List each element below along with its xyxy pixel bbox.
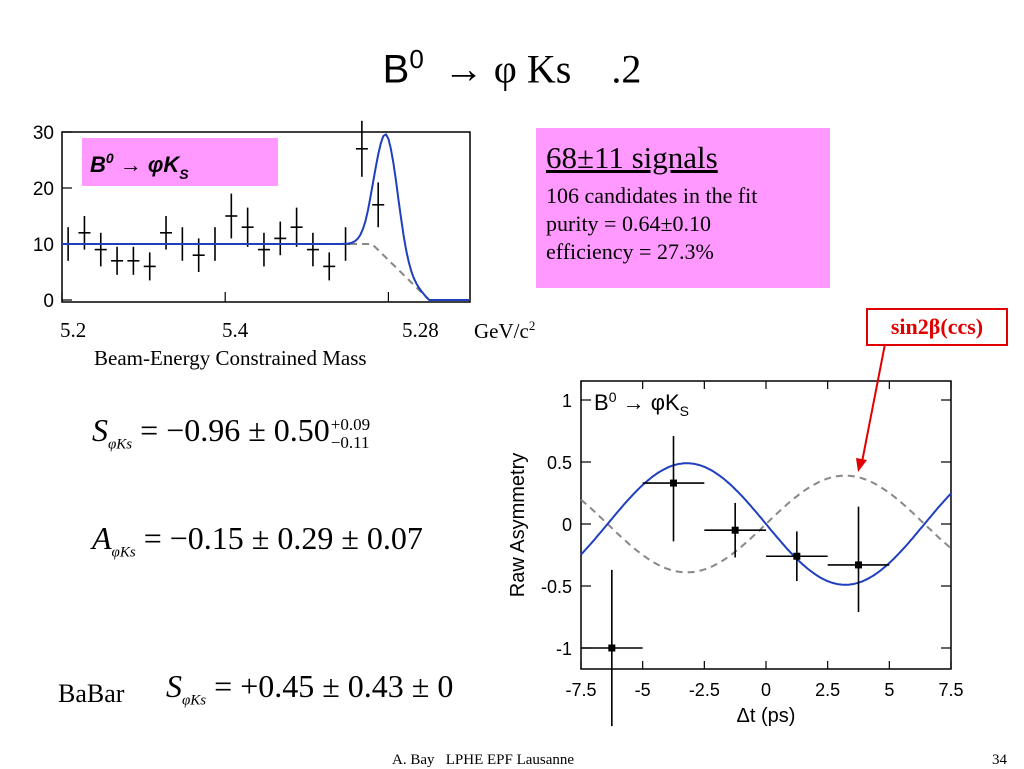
- a-value: = −0.15 ± 0.29 ± 0.07: [135, 520, 423, 556]
- a-formula: AφKs = −0.15 ± 0.29 ± 0.07: [92, 520, 423, 561]
- mass-y-tick-label: 10: [33, 235, 54, 256]
- mass-data-point: [372, 182, 385, 228]
- asym-y-tick-label: -0.5: [541, 577, 572, 597]
- title-arrow: →: [443, 46, 484, 92]
- purity-text: purity = 0.64±0.10: [546, 211, 712, 236]
- efficiency-text: efficiency = 27.3%: [546, 239, 714, 264]
- title-sup: 0: [409, 44, 424, 74]
- title-decay: φ Ks: [493, 46, 572, 92]
- mass-data-point: [127, 246, 140, 275]
- asym-x-tick-label: 5: [884, 680, 894, 700]
- mass-axis-title: Beam-Energy Constrained Mass: [94, 346, 367, 370]
- asym-y-tick-label: 1: [562, 391, 572, 411]
- mass-x-tick-3: 5.28: [402, 318, 439, 342]
- mass-y-tick-label: 30: [33, 123, 54, 144]
- mass-data-point: [111, 246, 124, 275]
- mass-x-tick-1: 5.2: [60, 318, 87, 342]
- a-symbol: A: [92, 520, 112, 556]
- babar-label: BaBar: [58, 679, 125, 708]
- s-err-up: +0.09: [330, 414, 371, 434]
- label-b: B: [90, 152, 106, 177]
- asym-fit-curve: [580, 462, 952, 586]
- asym-x-tick-label: -5: [635, 680, 651, 700]
- x-unit-text: GeV/c: [474, 319, 529, 343]
- mass-y-tick-label: 20: [33, 179, 54, 200]
- mass-data-point: [323, 252, 336, 281]
- asymmetry-plot: -7.5 -5 -2.5 0 2.5 5 7.5 1 0.5 0 -0.5 -1 B0 → φKS R…: [507, 380, 964, 727]
- bb-symbol: S: [166, 668, 182, 704]
- footer-text: A. Bay LPHE EPF Lausanne: [392, 752, 575, 768]
- mass-data-point: [290, 207, 303, 247]
- title-part-number: .2: [611, 46, 642, 92]
- s-err-down: −0.11: [330, 432, 370, 452]
- asym-data-point: [827, 506, 890, 613]
- mass-data-point: [241, 207, 254, 247]
- sin2b-arrow: [856, 343, 886, 472]
- title-b: B: [382, 47, 410, 92]
- asym-data-point: [642, 435, 705, 542]
- label-sub: S: [179, 166, 189, 182]
- s-asym-errors: +0.09 −0.11: [330, 414, 371, 452]
- mass-data-point: [94, 232, 107, 267]
- candidates-text: 106 candidates in the fit: [546, 183, 758, 208]
- mass-data-point: [355, 120, 368, 177]
- bb-value: = +0.45 ± 0.43 ± 0: [206, 668, 454, 704]
- asym-y-tick-label: 0.5: [547, 453, 572, 473]
- x-unit-sup: 2: [528, 318, 536, 333]
- mass-y-tick-label: 0: [43, 291, 54, 312]
- asym-y-tick-label: -1: [556, 639, 572, 659]
- mass-data-point: [143, 252, 156, 281]
- a-subscript: φKs: [111, 544, 136, 561]
- label-sup: 0: [106, 150, 114, 166]
- asym-x-tick-label: -2.5: [689, 680, 720, 700]
- mass-x-unit: GeV/c2: [474, 318, 535, 344]
- s-value: = −0.96 ± 0.50: [132, 412, 330, 448]
- bb-subscript: φKs: [182, 692, 207, 709]
- asym-y-tick-label: 0: [562, 515, 572, 535]
- asym-x-tick-label: -7.5: [565, 680, 596, 700]
- mass-plot-label: B0 → φKS: [90, 150, 189, 182]
- slide-title: B0 → φ Ks .2: [0, 44, 1024, 92]
- asym-data-point: [704, 502, 766, 558]
- asym-x-tick-label: 2.5: [815, 680, 840, 700]
- page-number: 34: [992, 752, 1007, 768]
- mass-data-point: [225, 193, 238, 239]
- asym-plot-title: B0 → φKS: [594, 389, 689, 419]
- babar-formula: SφKs = +0.45 ± 0.43 ± 0: [166, 668, 453, 709]
- asym-data-point: [766, 531, 828, 582]
- label-decay: → φK: [114, 152, 182, 177]
- signals-box: 68±11 signals 106 candidates in the fit …: [536, 128, 830, 288]
- asym-x-tick-label: 0: [761, 680, 771, 700]
- mass-plot-label-box: [82, 138, 278, 186]
- mass-data-point: [257, 232, 270, 267]
- mass-x-tick-2: 5.4: [222, 318, 249, 342]
- mass-data-point: [306, 232, 319, 267]
- asym-data-point: [581, 569, 643, 727]
- signals-count: 68±11 signals: [546, 140, 718, 175]
- asym-x-tick-label: 7.5: [938, 680, 963, 700]
- s-symbol: S: [92, 412, 108, 448]
- s-subscript: φKs: [108, 436, 133, 453]
- mass-data-point: [274, 221, 287, 256]
- s-formula: SφKs = −0.96 ± 0.50 +0.09 −0.11: [92, 412, 370, 453]
- fit-curve: [62, 132, 470, 301]
- sin2b-label: sin2β(ccs): [866, 308, 1008, 346]
- asym-xlabel: Δt (ps): [737, 705, 796, 727]
- asym-ylabel: Raw Asymmetry: [507, 453, 529, 597]
